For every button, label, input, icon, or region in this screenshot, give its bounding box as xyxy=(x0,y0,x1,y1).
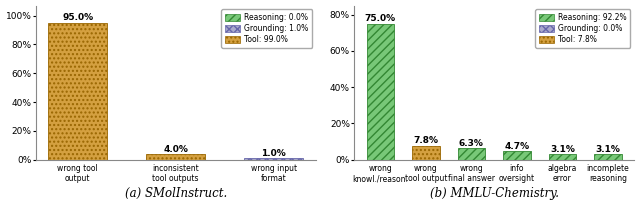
Bar xyxy=(49,23,107,160)
Text: 75.0%: 75.0% xyxy=(365,14,396,23)
Text: 1.0%: 1.0% xyxy=(261,149,286,158)
Bar xyxy=(367,24,394,160)
Text: 4.0%: 4.0% xyxy=(163,145,188,153)
Bar xyxy=(503,151,531,160)
Legend: Reasoning: 0.0%, Grounding: 1.0%, Tool: 99.0%: Reasoning: 0.0%, Grounding: 1.0%, Tool: … xyxy=(221,9,312,48)
Bar xyxy=(412,146,440,160)
Bar xyxy=(458,148,485,160)
Text: 7.8%: 7.8% xyxy=(413,136,438,145)
Text: 3.1%: 3.1% xyxy=(595,145,620,153)
Bar xyxy=(595,154,621,160)
X-axis label: (b) MMLU-Chemistry.: (b) MMLU-Chemistry. xyxy=(429,187,559,200)
Text: 6.3%: 6.3% xyxy=(459,139,484,148)
X-axis label: (a) SMolInstruct.: (a) SMolInstruct. xyxy=(125,187,227,200)
Bar xyxy=(548,154,576,160)
Text: 4.7%: 4.7% xyxy=(504,142,529,151)
Bar xyxy=(147,154,205,160)
Bar xyxy=(244,158,303,160)
Text: 95.0%: 95.0% xyxy=(62,13,93,22)
Legend: Reasoning: 92.2%, Grounding: 0.0%, Tool: 7.8%: Reasoning: 92.2%, Grounding: 0.0%, Tool:… xyxy=(535,9,630,48)
Text: 3.1%: 3.1% xyxy=(550,145,575,153)
